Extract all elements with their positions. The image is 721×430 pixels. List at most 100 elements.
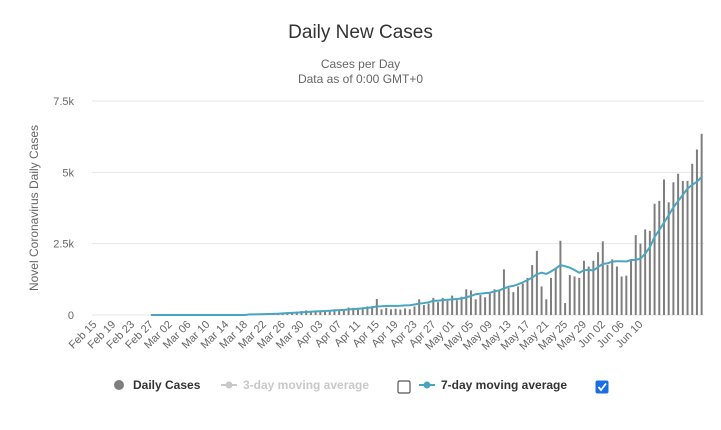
bar[interactable] xyxy=(441,297,444,315)
bar[interactable] xyxy=(700,133,703,315)
bar[interactable] xyxy=(314,310,317,315)
y-axis-label: Novel Coronavirus Daily Cases xyxy=(27,125,41,291)
bar[interactable] xyxy=(385,307,388,315)
bar[interactable] xyxy=(672,182,675,315)
bar[interactable] xyxy=(479,295,482,315)
bar[interactable] xyxy=(319,311,322,315)
bar[interactable] xyxy=(615,266,618,315)
bar[interactable] xyxy=(578,277,581,315)
legend-marker-3-day xyxy=(225,381,233,389)
bar[interactable] xyxy=(437,302,440,315)
bar[interactable] xyxy=(568,275,571,315)
bar[interactable] xyxy=(597,252,600,315)
bar[interactable] xyxy=(658,200,661,315)
bar[interactable] xyxy=(677,173,680,315)
bar[interactable] xyxy=(601,241,604,315)
bar[interactable] xyxy=(512,292,515,315)
bar[interactable] xyxy=(667,202,670,315)
bar[interactable] xyxy=(625,275,628,315)
bar[interactable] xyxy=(309,311,312,315)
bar[interactable] xyxy=(695,149,698,315)
bar[interactable] xyxy=(526,277,529,315)
line-7-day-average[interactable] xyxy=(150,176,703,316)
bar[interactable] xyxy=(333,309,336,315)
legend: Daily Cases 3-day moving average 7-day m… xyxy=(114,378,609,394)
bar[interactable] xyxy=(691,163,694,315)
bar[interactable] xyxy=(380,309,383,315)
bar[interactable] xyxy=(630,259,633,315)
bar[interactable] xyxy=(611,259,614,315)
bar[interactable] xyxy=(446,300,449,315)
bar[interactable] xyxy=(559,240,562,315)
checkbox-7-day-box[interactable] xyxy=(595,380,609,394)
bar[interactable] xyxy=(639,243,642,315)
bar[interactable] xyxy=(394,308,397,315)
bar[interactable] xyxy=(469,290,472,315)
bar[interactable] xyxy=(648,230,651,315)
bar[interactable] xyxy=(686,180,689,315)
bar[interactable] xyxy=(465,289,468,315)
bar[interactable] xyxy=(357,308,359,315)
checkbox-7-day-average[interactable] xyxy=(595,380,609,394)
bar-series-daily-cases xyxy=(248,133,703,315)
bar[interactable] xyxy=(517,286,520,315)
bar[interactable] xyxy=(413,306,416,315)
bar[interactable] xyxy=(681,180,684,315)
bar[interactable] xyxy=(371,306,374,315)
bar[interactable] xyxy=(644,229,647,315)
bar[interactable] xyxy=(328,310,331,315)
bar[interactable] xyxy=(507,287,510,315)
bar[interactable] xyxy=(291,312,294,315)
bar[interactable] xyxy=(422,305,425,315)
bar[interactable] xyxy=(366,306,369,315)
checkbox-3-day-average[interactable] xyxy=(397,380,411,394)
bar[interactable] xyxy=(545,299,548,315)
bar[interactable] xyxy=(554,267,557,315)
bar[interactable] xyxy=(540,286,543,315)
checkbox-3-day-box[interactable] xyxy=(397,380,411,394)
bar[interactable] xyxy=(484,297,487,315)
bar[interactable] xyxy=(451,295,454,315)
bar[interactable] xyxy=(606,265,609,315)
bar[interactable] xyxy=(418,299,421,315)
legend-item-7-day-average[interactable]: 7-day moving average xyxy=(419,378,567,392)
bar[interactable] xyxy=(460,296,463,315)
bar[interactable] xyxy=(342,309,345,315)
bar[interactable] xyxy=(493,289,496,315)
bar[interactable] xyxy=(653,203,656,315)
bar[interactable] xyxy=(535,250,538,315)
bar[interactable] xyxy=(663,179,665,315)
bar[interactable] xyxy=(427,303,430,315)
bar[interactable] xyxy=(502,269,505,315)
bar[interactable] xyxy=(564,303,567,315)
bar[interactable] xyxy=(432,297,435,315)
bar[interactable] xyxy=(592,260,595,315)
legend-item-3-day-average[interactable]: 3-day moving average xyxy=(221,378,369,392)
bar[interactable] xyxy=(347,307,350,315)
y-tick-label: 5k xyxy=(62,167,74,179)
bar[interactable] xyxy=(531,265,534,315)
legend-label-3-day-average: 3-day moving average xyxy=(243,378,369,392)
bar[interactable] xyxy=(620,276,623,315)
bar[interactable] xyxy=(474,299,477,315)
bar[interactable] xyxy=(361,307,364,315)
bar[interactable] xyxy=(550,277,552,315)
bar[interactable] xyxy=(404,308,407,315)
check-icon xyxy=(597,382,607,392)
bar[interactable] xyxy=(352,307,355,315)
bar[interactable] xyxy=(389,309,392,315)
bar[interactable] xyxy=(582,260,585,315)
bar[interactable] xyxy=(455,300,458,315)
bar[interactable] xyxy=(521,283,524,315)
y-tick-label: 2.5k xyxy=(53,239,74,251)
bar[interactable] xyxy=(338,309,341,315)
legend-item-daily-cases[interactable]: Daily Cases xyxy=(114,378,201,392)
bar[interactable] xyxy=(399,309,402,315)
bar[interactable] xyxy=(634,235,637,315)
bar[interactable] xyxy=(587,266,590,315)
bar[interactable] xyxy=(408,309,411,315)
bar[interactable] xyxy=(573,276,576,315)
bar[interactable] xyxy=(488,292,491,315)
bar[interactable] xyxy=(498,290,501,315)
bar[interactable] xyxy=(324,310,327,315)
